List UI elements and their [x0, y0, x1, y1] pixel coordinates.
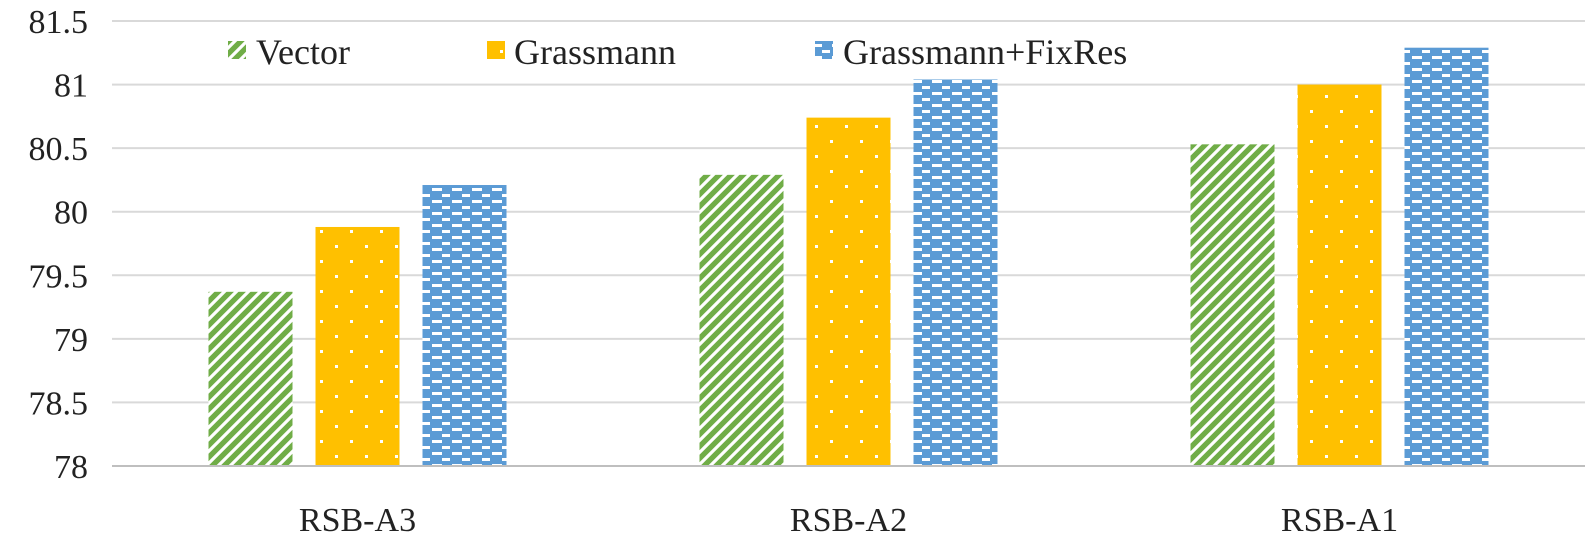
y-axis: 78 78.5 79 79.5 80 80.5 81 81.5: [29, 4, 89, 486]
bar-grassmann-rsb-a2: [806, 117, 891, 466]
x-tick-label: RSB-A3: [299, 502, 416, 539]
y-tick-label: 80.5: [29, 131, 89, 168]
y-tick-label: 79.5: [29, 258, 89, 295]
bar-vector-rsb-a1: [1190, 144, 1275, 467]
bar-grassmann-rsb-a1: [1297, 84, 1382, 467]
legend-swatch: [815, 41, 833, 59]
legend-swatch: [487, 41, 505, 59]
x-tick-label: RSB-A1: [1281, 502, 1398, 539]
y-tick-label: 81: [54, 68, 88, 105]
bars: [208, 47, 1489, 467]
legend-label: Vector: [256, 32, 350, 72]
legend-label: Grassmann: [514, 32, 676, 72]
legend: Vector Grassmann Grassmann+FixRes: [228, 32, 1127, 72]
bar-grassmann-fixres-rsb-a2: [913, 79, 998, 466]
x-tick-label: RSB-A2: [790, 502, 907, 539]
bar-grassmann-fixres-rsb-a1: [1404, 47, 1489, 466]
y-tick-label: 80: [54, 195, 88, 232]
y-tick-label: 78: [54, 449, 88, 486]
legend-swatch: [228, 41, 246, 59]
bar-vector-rsb-a2: [699, 174, 784, 467]
y-tick-label: 81.5: [29, 4, 89, 41]
legend-label: Grassmann+FixRes: [843, 32, 1127, 72]
bar-vector-rsb-a3: [208, 291, 293, 466]
y-tick-label: 78.5: [29, 385, 89, 422]
y-tick-label: 79: [54, 322, 88, 359]
bar-grassmann-rsb-a3: [315, 226, 400, 466]
bar-grassmann-fixres-rsb-a3: [422, 185, 507, 466]
x-axis: RSB-A3 RSB-A2 RSB-A1: [112, 465, 1585, 539]
